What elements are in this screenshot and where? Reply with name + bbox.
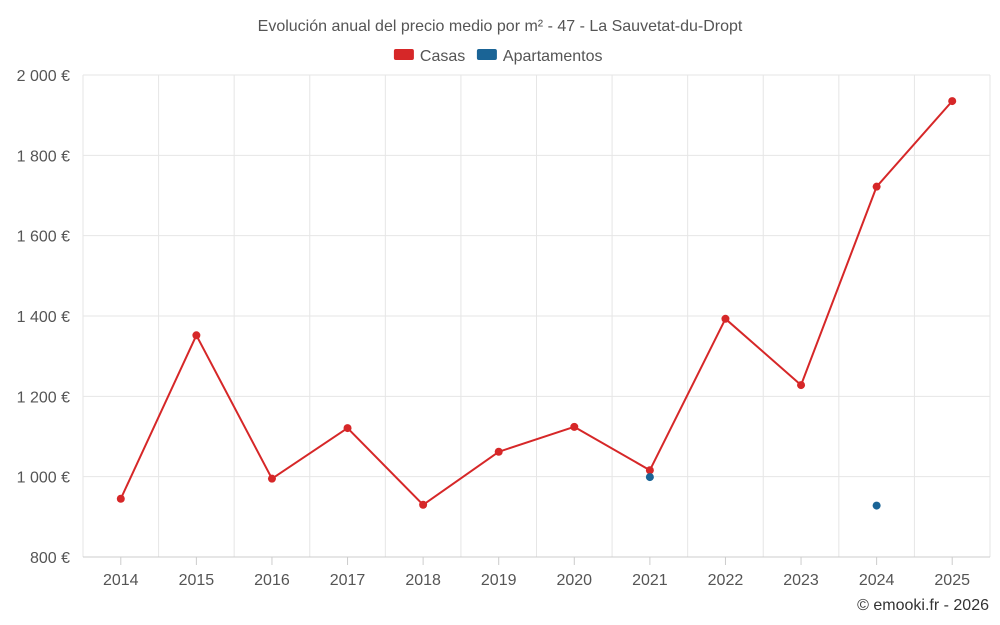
x-tick-label: 2023 [783,572,819,589]
chart-title: Evolución anual del precio medio por m² … [258,18,743,35]
data-point-casas [419,500,428,509]
y-tick-label: 2 000 € [17,68,70,85]
y-tick-label: 1 400 € [17,309,70,326]
y-tick-label: 1 600 € [17,229,70,246]
x-tick-label: 2024 [859,572,895,589]
legend-label-casas[interactable]: Casas [420,48,465,65]
y-tick-label: 1 800 € [17,148,70,165]
x-tick-label: 2025 [934,572,970,589]
x-tick-label: 2021 [632,572,668,589]
x-tick-label: 2016 [254,572,290,589]
x-tick-label: 2015 [179,572,215,589]
legend-swatch-casas[interactable] [393,49,414,60]
credit-text: © emooki.fr - 2026 [857,597,989,614]
data-point-casas [645,466,654,475]
data-point-casas [116,494,125,503]
legend: Casas Apartamentos [393,48,603,65]
data-point-casas [267,474,276,483]
data-point-apartamentos [645,473,654,482]
data-point-casas [721,314,730,323]
x-tick-label: 2014 [103,572,139,589]
data-point-apartamentos [872,501,881,510]
x-tick-label: 2019 [481,572,517,589]
data-point-casas [797,381,806,390]
data-point-casas [570,422,579,431]
y-tick-label: 800 € [30,550,70,567]
x-axis-ticks: 2014 2015 2016 2017 2018 2019 2020 2021 2022 2023… [103,557,970,589]
data-point-casas [192,331,201,340]
y-tick-label: 1 000 € [17,470,70,487]
data-point-casas [494,447,503,456]
x-tick-label: 2017 [330,572,366,589]
series-group [116,97,957,510]
x-tick-label: 2018 [405,572,441,589]
series-line-casas [119,100,953,506]
data-point-casas [343,424,352,433]
y-tick-label: 1 200 € [17,389,70,406]
legend-swatch-apartamentos[interactable] [476,49,497,60]
x-tick-label: 2020 [556,572,592,589]
data-point-casas [872,182,881,191]
y-axis-ticks: 800 € 1 000 € 1 200 € 1 400 € 1 600 € 1 800 €… [17,68,70,567]
legend-label-apartamentos[interactable]: Apartamentos [503,48,603,65]
x-tick-label: 2022 [708,572,744,589]
y-gridlines [83,74,990,478]
data-point-casas [948,97,957,106]
